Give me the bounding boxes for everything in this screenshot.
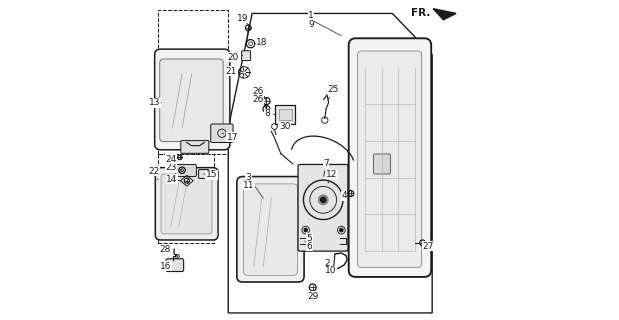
FancyBboxPatch shape <box>373 154 391 174</box>
FancyBboxPatch shape <box>199 170 209 179</box>
Text: 2: 2 <box>325 259 331 268</box>
FancyBboxPatch shape <box>181 140 209 153</box>
Text: 27: 27 <box>422 242 434 251</box>
Text: 26: 26 <box>252 87 264 96</box>
FancyBboxPatch shape <box>210 124 233 142</box>
Text: 22: 22 <box>149 167 160 180</box>
FancyBboxPatch shape <box>241 51 251 60</box>
Text: 20: 20 <box>227 53 243 62</box>
Text: 3: 3 <box>246 173 251 182</box>
Text: 17: 17 <box>222 132 238 141</box>
Text: 11: 11 <box>243 181 254 190</box>
Text: 23: 23 <box>165 164 182 172</box>
Circle shape <box>304 228 307 232</box>
Text: 30: 30 <box>277 122 290 131</box>
Text: 12: 12 <box>326 170 337 183</box>
FancyBboxPatch shape <box>243 184 297 275</box>
Text: 24: 24 <box>165 155 176 164</box>
Text: 10: 10 <box>325 266 336 276</box>
Circle shape <box>321 197 326 202</box>
FancyBboxPatch shape <box>358 51 422 268</box>
Text: 9: 9 <box>308 20 314 29</box>
Circle shape <box>318 195 328 204</box>
Text: 19: 19 <box>237 14 248 25</box>
Text: FR.: FR. <box>411 8 431 19</box>
FancyBboxPatch shape <box>275 105 295 124</box>
Text: 13: 13 <box>149 98 162 107</box>
Text: 18: 18 <box>254 38 267 47</box>
Text: 4: 4 <box>341 191 348 200</box>
Text: 6: 6 <box>306 242 313 251</box>
FancyBboxPatch shape <box>298 164 348 251</box>
FancyBboxPatch shape <box>348 38 431 277</box>
Text: 8: 8 <box>264 109 276 118</box>
FancyBboxPatch shape <box>279 109 292 121</box>
Text: 1: 1 <box>308 11 314 20</box>
FancyBboxPatch shape <box>166 259 184 271</box>
Text: 15: 15 <box>204 170 217 179</box>
Text: 14: 14 <box>166 175 181 184</box>
Circle shape <box>340 228 343 232</box>
FancyBboxPatch shape <box>160 59 223 141</box>
Text: 26: 26 <box>252 95 264 104</box>
FancyBboxPatch shape <box>155 168 218 240</box>
Polygon shape <box>433 9 456 20</box>
FancyBboxPatch shape <box>176 164 196 177</box>
Text: 21: 21 <box>226 67 239 76</box>
Text: 5: 5 <box>306 234 313 243</box>
Text: 7: 7 <box>323 159 329 176</box>
Text: 29: 29 <box>307 291 318 301</box>
Text: 16: 16 <box>160 261 171 271</box>
FancyBboxPatch shape <box>237 177 304 282</box>
FancyBboxPatch shape <box>155 49 230 150</box>
Text: 28: 28 <box>160 245 172 254</box>
Text: 25: 25 <box>327 85 339 100</box>
FancyBboxPatch shape <box>161 174 212 234</box>
